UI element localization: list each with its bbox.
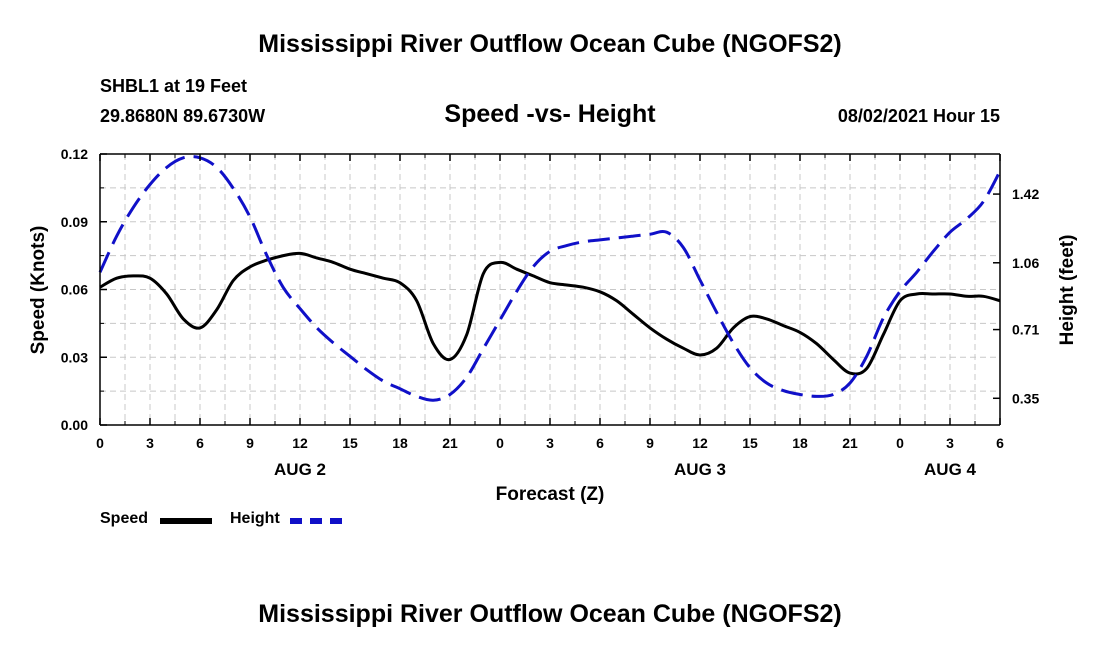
series-line-height (98, 155, 1002, 402)
x-tick-label: 3 (146, 435, 154, 451)
x-tick-label: 9 (246, 435, 254, 451)
legend-speed-swatch (160, 518, 212, 524)
series-layer (98, 155, 1002, 402)
x-tick-label: 21 (842, 435, 858, 451)
station-label: SHBL1 at 19 Feet (100, 76, 248, 96)
x-axis-label: Forecast (Z) (496, 484, 605, 505)
axes: 0 3 6 9 12 15 18 21 0 3 6 9 12 15 18 21 0 3 6 AUG 2 AUG 3 AUG… (61, 146, 1040, 479)
x-tick-label: 12 (292, 435, 308, 451)
x-date-label: AUG 4 (924, 460, 977, 479)
y-tick-label-right: 0.35 (1012, 390, 1039, 406)
x-tick-label: 21 (442, 435, 458, 451)
y-tick-label-right: 0.71 (1012, 322, 1039, 338)
x-date-label: AUG 2 (274, 460, 326, 479)
y-axis-label-left: Speed (Knots) (28, 226, 49, 355)
coordinates-label: 29.8680N 89.6730W (100, 106, 266, 126)
grid (100, 154, 1000, 425)
x-tick-label: 18 (792, 435, 808, 451)
legend-speed-label: Speed (100, 510, 149, 527)
x-date-label: AUG 3 (674, 460, 726, 479)
chart-subtitle: Speed -vs- Height (444, 100, 656, 128)
x-tick-label: 9 (646, 435, 654, 451)
y-tick-label-left: 0.03 (61, 349, 88, 365)
x-tick-label: 0 (96, 435, 104, 451)
x-tick-label: 18 (392, 435, 408, 451)
y-tick-label-right: 1.06 (1012, 255, 1039, 271)
y-tick-label-left: 0.12 (61, 146, 88, 162)
x-tick-label: 6 (196, 435, 204, 451)
x-tick-label: 3 (946, 435, 954, 451)
x-tick-label: 3 (546, 435, 554, 451)
x-tick-label: 6 (596, 435, 604, 451)
legend-height-swatch (290, 518, 342, 524)
x-tick-label: 15 (342, 435, 358, 451)
x-tick-label: 12 (692, 435, 708, 451)
x-tick-label: 6 (996, 435, 1004, 451)
y-tick-label-right: 1.42 (1012, 186, 1039, 202)
y-axis-label-right: Height (feet) (1057, 235, 1078, 346)
chart-title: Mississippi River Outflow Ocean Cube (NG… (258, 30, 842, 58)
series-line-speed (99, 251, 1001, 376)
footer-title: Mississippi River Outflow Ocean Cube (NG… (258, 600, 842, 628)
legend-height-label: Height (230, 510, 280, 527)
y-tick-label-left: 0.00 (61, 417, 88, 433)
x-tick-label: 0 (496, 435, 504, 451)
x-tick-label: 0 (896, 435, 904, 451)
y-tick-label-left: 0.09 (61, 214, 88, 230)
x-tick-label: 15 (742, 435, 758, 451)
datetime-label: 08/02/2021 Hour 15 (837, 106, 1000, 126)
y-tick-label-left: 0.06 (61, 282, 88, 298)
